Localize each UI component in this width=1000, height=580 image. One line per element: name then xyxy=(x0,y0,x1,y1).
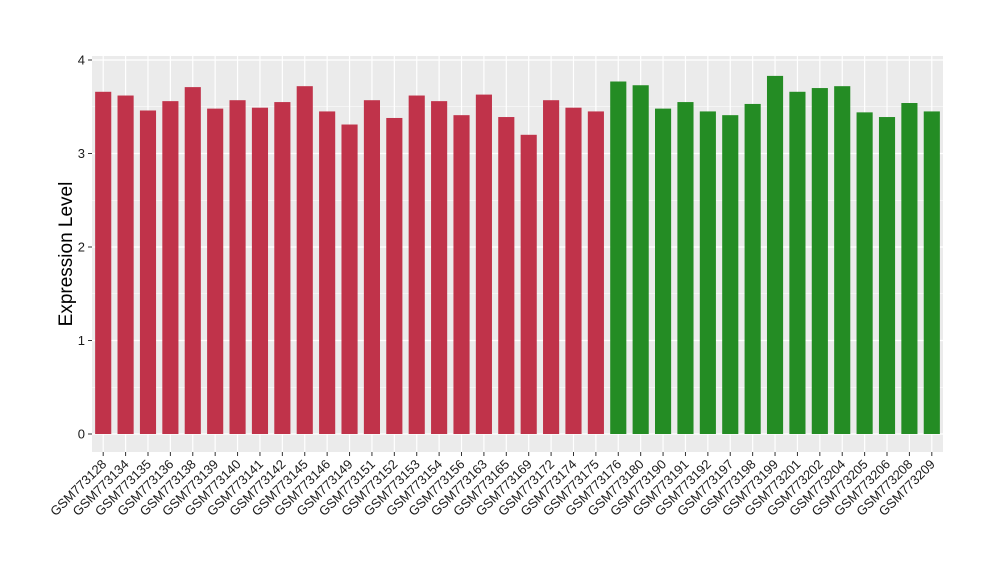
bar-GSM773149 xyxy=(341,124,358,434)
bar-GSM773145 xyxy=(296,86,313,435)
bar-GSM773134 xyxy=(117,95,134,434)
bar-GSM773209 xyxy=(923,111,940,435)
bar-GSM773142 xyxy=(274,102,291,434)
y-axis: 0 1 2 3 4 xyxy=(78,53,92,442)
y-tick-label: 1 xyxy=(78,333,85,348)
x-axis: GSM773128GSM773134GSM773135GSM773136GSM7… xyxy=(47,452,938,519)
bar-GSM773205 xyxy=(856,112,873,435)
bar-GSM773135 xyxy=(139,110,157,435)
bar-GSM773163 xyxy=(475,94,492,434)
bar-GSM773165 xyxy=(498,117,515,434)
bar-GSM773199 xyxy=(766,75,784,435)
bar-GSM773192 xyxy=(699,111,716,435)
bar-GSM773152 xyxy=(386,117,403,434)
y-axis-title: Expression Level xyxy=(56,182,77,327)
bars xyxy=(95,75,940,435)
bar-GSM773169 xyxy=(520,134,537,435)
bar-GSM773175 xyxy=(587,111,604,435)
bar-GSM773153 xyxy=(408,95,425,434)
bar-GSM773197 xyxy=(722,115,739,434)
bar-GSM773202 xyxy=(811,88,828,435)
bar-GSM773176 xyxy=(610,81,627,434)
y-tick-label: 4 xyxy=(78,53,85,68)
bar-GSM773174 xyxy=(565,107,582,434)
y-tick-label: 2 xyxy=(78,240,85,255)
bar-GSM773206 xyxy=(878,117,896,434)
bar-GSM773146 xyxy=(319,111,336,435)
bar-GSM773191 xyxy=(677,102,694,434)
bar-GSM773156 xyxy=(453,115,470,434)
bar-GSM773172 xyxy=(543,100,560,434)
bar-GSM773151 xyxy=(363,100,380,434)
y-tick-label: 3 xyxy=(78,146,85,161)
bar-GSM773139 xyxy=(207,108,224,435)
bar-GSM773138 xyxy=(184,87,201,435)
bar-GSM773190 xyxy=(655,108,672,435)
y-tick-label: 0 xyxy=(78,427,85,442)
bar-GSM773136 xyxy=(162,101,179,434)
bar-GSM773180 xyxy=(632,85,649,435)
bar-GSM773140 xyxy=(229,100,246,434)
bar-GSM773154 xyxy=(431,101,448,434)
bar-GSM773198 xyxy=(744,103,761,434)
bar-GSM773208 xyxy=(901,103,918,434)
bar-GSM773141 xyxy=(251,107,269,434)
bar-GSM773201 xyxy=(789,91,806,434)
bar-GSM773128 xyxy=(95,91,112,434)
bar-GSM773204 xyxy=(834,86,851,435)
